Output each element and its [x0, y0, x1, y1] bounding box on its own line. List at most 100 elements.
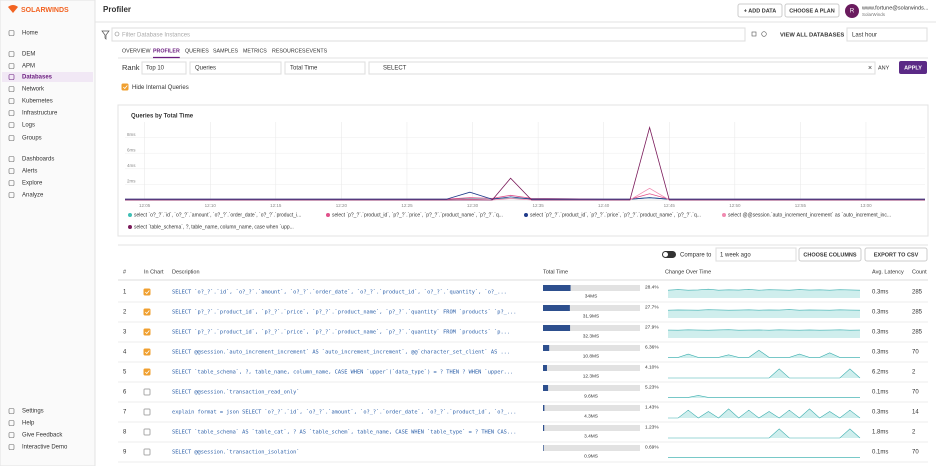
apply-button[interactable] — [899, 61, 927, 74]
rank: 7 — [123, 410, 127, 416]
y-tick-label: 8ms — [127, 132, 136, 137]
export-button[interactable] — [864, 247, 928, 262]
total-time: 31.9MS — [583, 313, 600, 319]
x-tick-label: 12:50 — [729, 203, 741, 208]
nav-item[interactable]: Databases — [22, 75, 53, 81]
description[interactable]: SELECT `p?_?`.`product_id`, `p?_?`.`pric… — [172, 310, 516, 316]
total-time-percent: 1.43% — [645, 404, 659, 410]
in-chart-checkbox[interactable] — [143, 388, 151, 396]
legend-entry[interactable]: select `p?_?`.`product_id`, `p?_?`.`pric… — [332, 212, 503, 218]
nav-icon — [8, 135, 15, 141]
description[interactable]: SELECT @@session.`auto_increment_increme… — [172, 350, 510, 356]
in-chart-checkbox[interactable] — [143, 368, 151, 376]
trend-line — [668, 349, 860, 358]
rank: 8 — [123, 430, 127, 436]
tab[interactable]: OVERVIEW — [122, 48, 150, 54]
nav-item[interactable]: Groups — [22, 136, 42, 142]
trend-area — [668, 289, 860, 298]
tab[interactable]: SAMPLES — [213, 48, 238, 54]
avg-latency: 0.1ms — [872, 390, 888, 396]
nav-item[interactable]: Explore — [22, 181, 43, 187]
grid-view-icon[interactable] — [751, 31, 757, 37]
clear-search[interactable]: × — [868, 65, 872, 72]
legend-swatch — [722, 213, 726, 217]
column-header: Description — [172, 269, 200, 275]
description[interactable]: SELECT `o?_?`.`id`, `o?_?`.`amount`, `o?… — [172, 290, 507, 296]
tab[interactable]: EVENTS — [306, 48, 328, 54]
checkmark — [145, 290, 150, 295]
instance-filter[interactable] — [111, 27, 746, 42]
nav-icon — [8, 192, 15, 198]
nav-item[interactable]: Logs — [22, 123, 35, 129]
nav-item[interactable]: APM — [22, 64, 35, 70]
legend-entry[interactable]: select @@session.`auto_increment_increme… — [728, 212, 891, 218]
legend-entry[interactable]: select `p?_?`.`product_id`, `p?_?`.`pric… — [530, 212, 701, 218]
compare-select[interactable] — [715, 247, 797, 262]
compare-label: Compare to — [680, 253, 712, 259]
nav-item[interactable]: Settings — [22, 409, 44, 415]
filter-placeholder: Filter Database Instances — [122, 33, 190, 39]
nav-item[interactable]: Analyze — [22, 193, 44, 199]
time-range-select[interactable] — [846, 27, 928, 42]
in-chart-checkbox[interactable] — [143, 288, 151, 296]
description[interactable]: SELECT @@session.`transaction_isolation` — [172, 450, 300, 456]
metric-select[interactable] — [284, 61, 366, 75]
description[interactable]: SELECT `p?_?`.`product_id`, `p?_?`.`pric… — [172, 330, 510, 336]
add-data-label: + ADD DATA — [744, 8, 776, 14]
description[interactable]: SELECT `table_schema`, ?, table_name, co… — [172, 370, 513, 376]
nav-item[interactable]: Kubernetes — [22, 99, 53, 105]
tab[interactable]: PROFILER — [153, 48, 180, 54]
in-chart-checkbox[interactable] — [143, 308, 151, 316]
nav-item[interactable]: Dashboards — [22, 157, 54, 163]
tab[interactable]: RESOURCES — [272, 48, 306, 54]
total-time: 0.9MS — [584, 453, 598, 459]
in-chart-checkbox[interactable] — [143, 408, 151, 416]
count: 70 — [912, 390, 919, 396]
tab[interactable]: QUERIES — [185, 48, 209, 54]
nav-icon — [8, 74, 15, 80]
nav-item[interactable]: Infrastructure — [22, 111, 58, 117]
nav-item[interactable]: Network — [22, 87, 45, 93]
x-tick-label: 12:40 — [598, 203, 610, 208]
count: 70 — [912, 450, 919, 456]
avg-latency: 1.8ms — [872, 430, 888, 436]
nav-item[interactable]: Interactive Demo — [22, 445, 68, 451]
add-data-button[interactable] — [737, 3, 783, 18]
toggle-knob — [663, 252, 668, 257]
description[interactable]: explain format = json SELECT `o?_?`.`id`… — [172, 410, 516, 416]
info-icon[interactable] — [761, 31, 767, 37]
match-mode[interactable]: ANY — [878, 65, 890, 71]
rank: 2 — [123, 310, 127, 316]
total-time-track — [543, 405, 640, 411]
nav-item[interactable]: Alerts — [22, 169, 37, 175]
legend-swatch — [128, 213, 132, 217]
legend-entry[interactable]: select `o?_?`.`id`, `o?_?`.`amount`, `o?… — [134, 212, 301, 218]
filter-icon[interactable] — [101, 30, 110, 40]
in-chart-checkbox[interactable] — [143, 448, 151, 456]
in-chart-checkbox[interactable] — [143, 348, 151, 356]
trend-line — [668, 395, 860, 398]
compare-value: 1 week ago — [720, 253, 751, 259]
in-chart-checkbox[interactable] — [143, 328, 151, 336]
rank-select[interactable] — [141, 61, 187, 75]
view-all-databases[interactable]: VIEW ALL DATABASES — [780, 33, 844, 39]
trend-line — [668, 408, 861, 419]
choose-columns-button[interactable] — [798, 247, 862, 262]
in-chart-checkbox[interactable] — [143, 428, 151, 436]
rank: 4 — [123, 350, 127, 356]
checkbox[interactable] — [121, 83, 129, 91]
choose-plan-button[interactable] — [784, 3, 840, 18]
query-search[interactable] — [368, 61, 876, 75]
group-select[interactable] — [189, 61, 282, 75]
description[interactable]: SELECT @@session.`transaction_read_only` — [172, 390, 300, 396]
avg-latency: 0.3ms — [872, 330, 888, 336]
nav-item[interactable]: Home — [22, 31, 39, 37]
tab[interactable]: METRICS — [243, 48, 267, 54]
description[interactable]: SELECT `table_schema` AS `table_cat`, ? … — [172, 430, 516, 436]
legend-entry[interactable]: select `table_schema`, ?, table_name, co… — [134, 224, 294, 230]
nav-item[interactable]: DEM — [22, 52, 35, 58]
nav-item[interactable]: Give Feedback — [22, 433, 63, 439]
total-time: 10.8MS — [583, 353, 600, 359]
avatar[interactable] — [845, 4, 859, 18]
nav-item[interactable]: Help — [22, 421, 35, 427]
